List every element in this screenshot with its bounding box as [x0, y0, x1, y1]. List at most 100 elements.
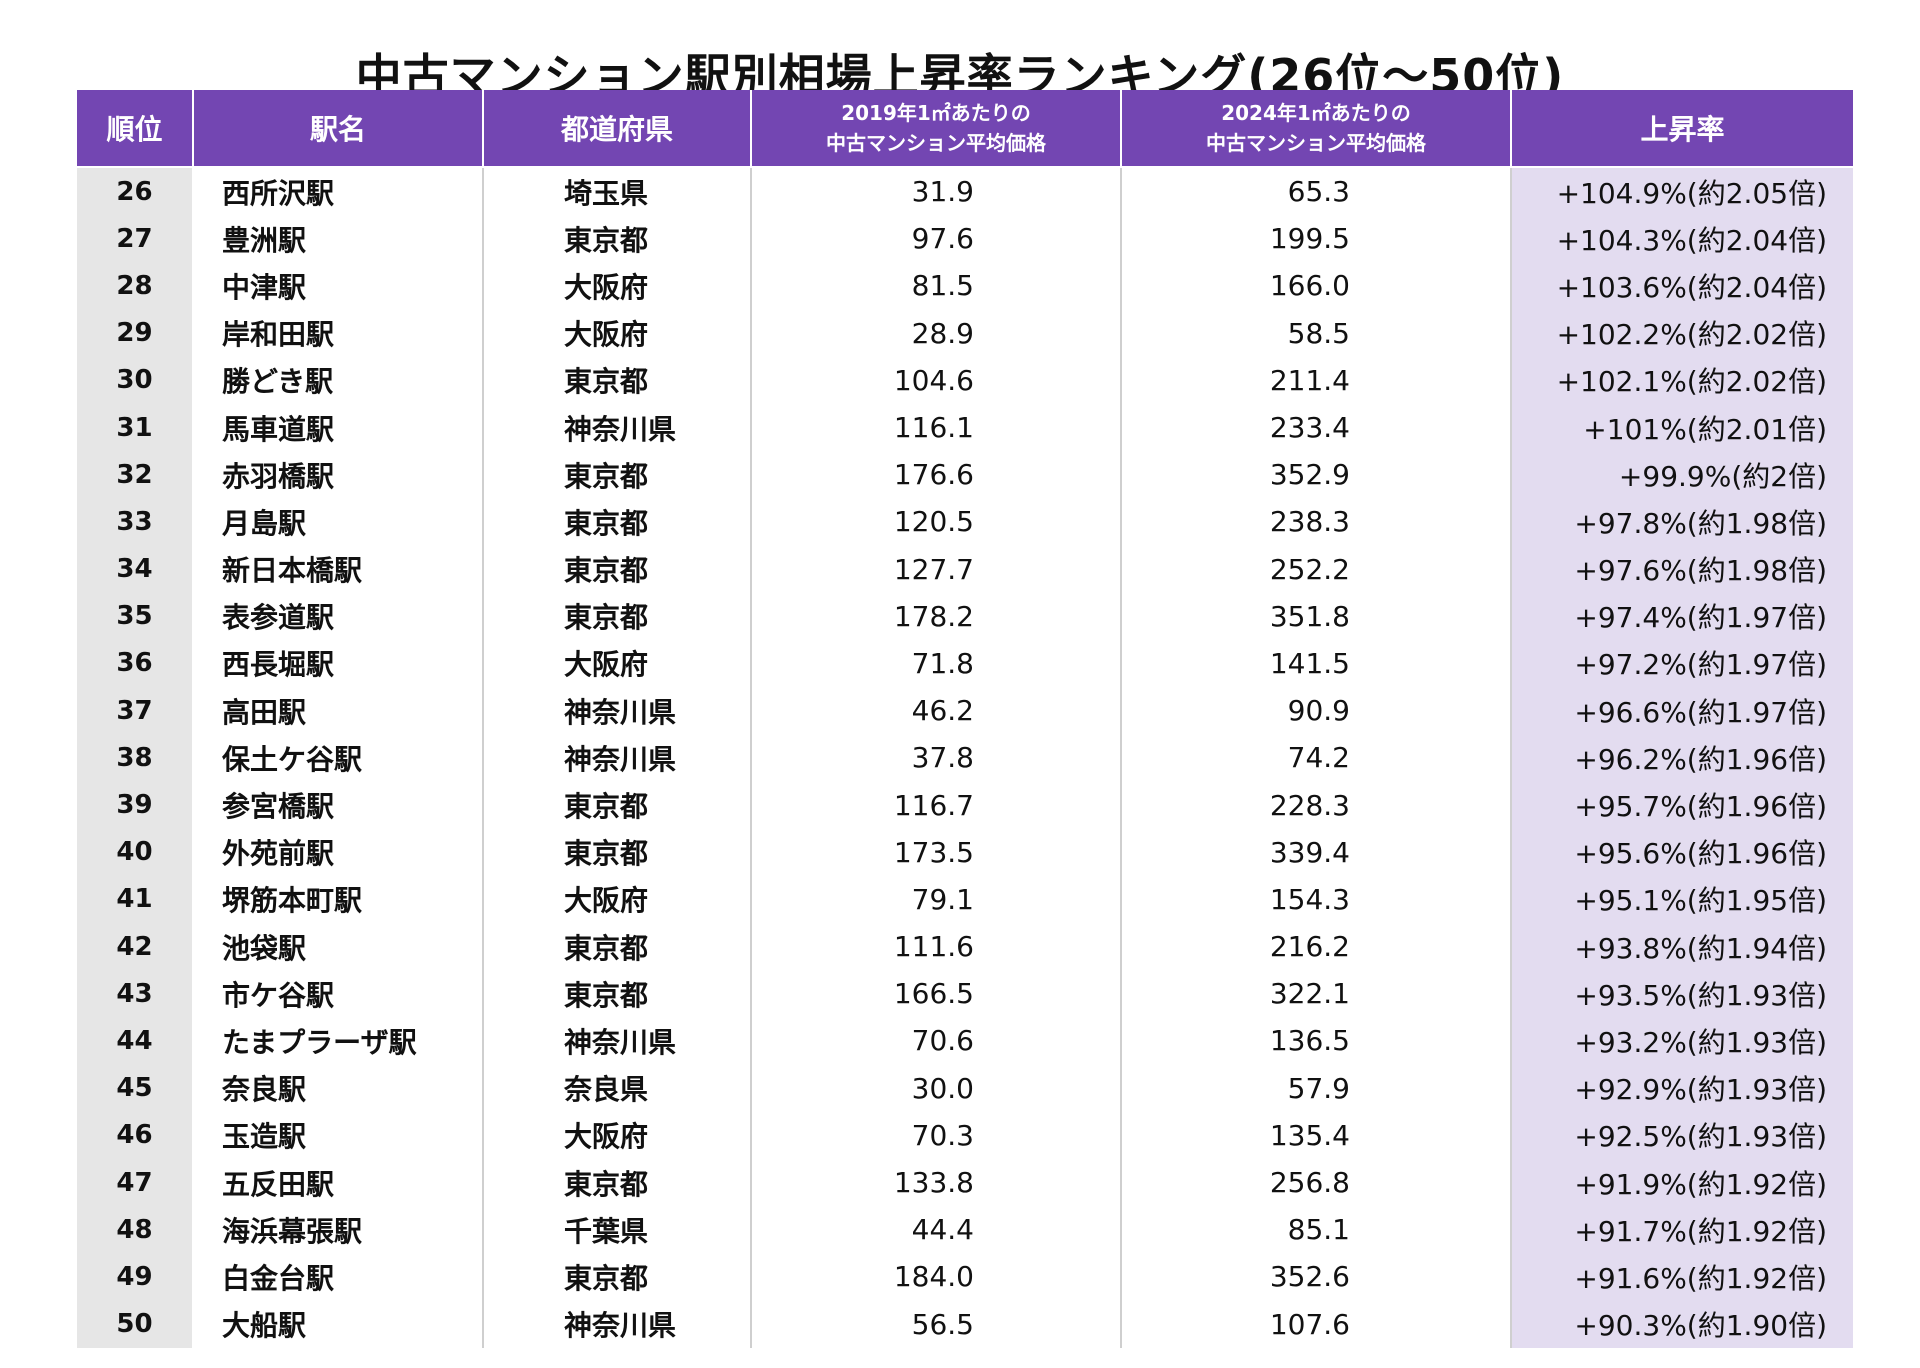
price-2019-cell: 104.6 — [751, 356, 1122, 404]
rate-cell: +90.3%(約1.90倍) — [1511, 1300, 1853, 1348]
rank-cell: 44 — [77, 1017, 194, 1065]
station-cell: 中津駅 — [193, 262, 484, 310]
price-2019-cell: 79.1 — [751, 875, 1122, 923]
rate-cell: +97.4%(約1.97倍) — [1511, 592, 1853, 640]
table-row: 39 参宮橋駅 東京都 116.7 228.3 +95.7%(約1.96倍) — [77, 781, 1853, 829]
rate-cell: +96.2%(約1.96倍) — [1511, 734, 1853, 782]
price-2019-cell: 46.2 — [751, 687, 1122, 735]
header-price-2024-line1: 2024年1㎡あたりの — [1221, 101, 1411, 125]
prefecture-cell: 神奈川県 — [483, 1017, 752, 1065]
table-row: 32 赤羽橋駅 東京都 176.6 352.9 +99.9%(約2倍) — [77, 451, 1853, 499]
rank-cell: 46 — [77, 1111, 194, 1159]
prefecture-cell: 奈良県 — [483, 1064, 752, 1112]
rate-cell: +99.9%(約2倍) — [1511, 451, 1853, 499]
price-2024-cell: 58.5 — [1121, 309, 1512, 357]
rate-cell: +102.2%(約2.02倍) — [1511, 309, 1853, 357]
price-2019-cell: 120.5 — [751, 498, 1122, 546]
header-row: 順位 駅名 都道府県 2019年1㎡あたりの 中古マンション平均価格 2024年… — [77, 90, 1853, 168]
station-cell: 外苑前駅 — [193, 828, 484, 876]
prefecture-cell: 東京都 — [483, 828, 752, 876]
table-row: 38 保土ケ谷駅 神奈川県 37.8 74.2 +96.2%(約1.96倍) — [77, 734, 1853, 782]
price-2019-cell: 81.5 — [751, 262, 1122, 310]
rank-cell: 35 — [77, 592, 194, 640]
table-row: 26 西所沢駅 埼玉県 31.9 65.3 +104.9%(約2.05倍) — [77, 167, 1853, 216]
header-price-2019-line1: 2019年1㎡あたりの — [841, 101, 1031, 125]
station-cell: 池袋駅 — [193, 923, 484, 971]
rank-cell: 48 — [77, 1206, 194, 1254]
rate-cell: +95.6%(約1.96倍) — [1511, 828, 1853, 876]
price-2024-cell: 256.8 — [1121, 1158, 1512, 1207]
price-2024-cell: 107.6 — [1121, 1300, 1512, 1348]
rank-cell: 31 — [77, 403, 194, 452]
station-cell: 参宮橋駅 — [193, 781, 484, 829]
prefecture-cell: 神奈川県 — [483, 734, 752, 782]
price-2024-cell: 216.2 — [1121, 923, 1512, 971]
header-rank: 順位 — [77, 90, 194, 168]
rate-cell: +93.8%(約1.94倍) — [1511, 923, 1853, 971]
price-2024-cell: 339.4 — [1121, 828, 1512, 876]
prefecture-cell: 大阪府 — [483, 262, 752, 310]
price-2024-cell: 352.9 — [1121, 451, 1512, 499]
price-2024-cell: 199.5 — [1121, 215, 1512, 263]
rate-cell: +97.6%(約1.98倍) — [1511, 545, 1853, 593]
rank-cell: 29 — [77, 309, 194, 357]
rank-cell: 30 — [77, 356, 194, 404]
price-2024-cell: 65.3 — [1121, 167, 1512, 216]
table-row: 37 高田駅 神奈川県 46.2 90.9 +96.6%(約1.97倍) — [77, 687, 1853, 735]
prefecture-cell: 東京都 — [483, 451, 752, 499]
price-2024-cell: 351.8 — [1121, 592, 1512, 640]
price-2024-cell: 90.9 — [1121, 687, 1512, 735]
station-cell: 玉造駅 — [193, 1111, 484, 1159]
prefecture-cell: 千葉県 — [483, 1206, 752, 1254]
rate-cell: +91.6%(約1.92倍) — [1511, 1253, 1853, 1301]
price-2019-cell: 116.1 — [751, 403, 1122, 452]
price-2019-cell: 44.4 — [751, 1206, 1122, 1254]
table-row: 31 馬車道駅 神奈川県 116.1 233.4 +101%(約2.01倍) — [77, 403, 1853, 452]
rate-cell: +92.5%(約1.93倍) — [1511, 1111, 1853, 1159]
prefecture-cell: 東京都 — [483, 592, 752, 640]
price-2019-cell: 111.6 — [751, 923, 1122, 971]
station-cell: 堺筋本町駅 — [193, 875, 484, 923]
station-cell: 西長堀駅 — [193, 639, 484, 688]
price-2019-cell: 71.8 — [751, 639, 1122, 688]
price-2024-cell: 166.0 — [1121, 262, 1512, 310]
station-cell: 保土ケ谷駅 — [193, 734, 484, 782]
price-2024-cell: 57.9 — [1121, 1064, 1512, 1112]
rate-cell: +101%(約2.01倍) — [1511, 403, 1853, 452]
station-cell: 大船駅 — [193, 1300, 484, 1348]
station-cell: 新日本橋駅 — [193, 545, 484, 593]
rank-cell: 41 — [77, 875, 194, 923]
prefecture-cell: 東京都 — [483, 498, 752, 546]
header-price-2019-line2: 中古マンション平均価格 — [826, 131, 1046, 155]
station-cell: 豊洲駅 — [193, 215, 484, 263]
prefecture-cell: 埼玉県 — [483, 167, 752, 216]
rank-cell: 27 — [77, 215, 194, 263]
price-2019-cell: 30.0 — [751, 1064, 1122, 1112]
table-row: 36 西長堀駅 大阪府 71.8 141.5 +97.2%(約1.97倍) — [77, 639, 1853, 688]
price-2024-cell: 238.3 — [1121, 498, 1512, 546]
station-cell: 海浜幕張駅 — [193, 1206, 484, 1254]
prefecture-cell: 東京都 — [483, 970, 752, 1018]
header-prefecture: 都道府県 — [483, 90, 752, 168]
table-row: 43 市ケ谷駅 東京都 166.5 322.1 +93.5%(約1.93倍) — [77, 970, 1853, 1018]
rate-cell: +103.6%(約2.04倍) — [1511, 262, 1853, 310]
rank-cell: 47 — [77, 1158, 194, 1207]
price-2024-cell: 322.1 — [1121, 970, 1512, 1018]
rank-cell: 49 — [77, 1253, 194, 1301]
price-2019-cell: 166.5 — [751, 970, 1122, 1018]
price-2019-cell: 31.9 — [751, 167, 1122, 216]
station-cell: 奈良駅 — [193, 1064, 484, 1112]
rate-cell: +93.5%(約1.93倍) — [1511, 970, 1853, 1018]
rate-cell: +102.1%(約2.02倍) — [1511, 356, 1853, 404]
rank-cell: 26 — [77, 167, 194, 216]
station-cell: 高田駅 — [193, 687, 484, 735]
rate-cell: +92.9%(約1.93倍) — [1511, 1064, 1853, 1112]
rate-cell: +91.7%(約1.92倍) — [1511, 1206, 1853, 1254]
price-2024-cell: 228.3 — [1121, 781, 1512, 829]
header-station: 駅名 — [193, 90, 484, 168]
station-cell: 五反田駅 — [193, 1158, 484, 1207]
station-cell: たまプラーザ駅 — [193, 1017, 484, 1065]
rank-cell: 36 — [77, 639, 194, 688]
prefecture-cell: 大阪府 — [483, 1111, 752, 1159]
rate-cell: +104.3%(約2.04倍) — [1511, 215, 1853, 263]
